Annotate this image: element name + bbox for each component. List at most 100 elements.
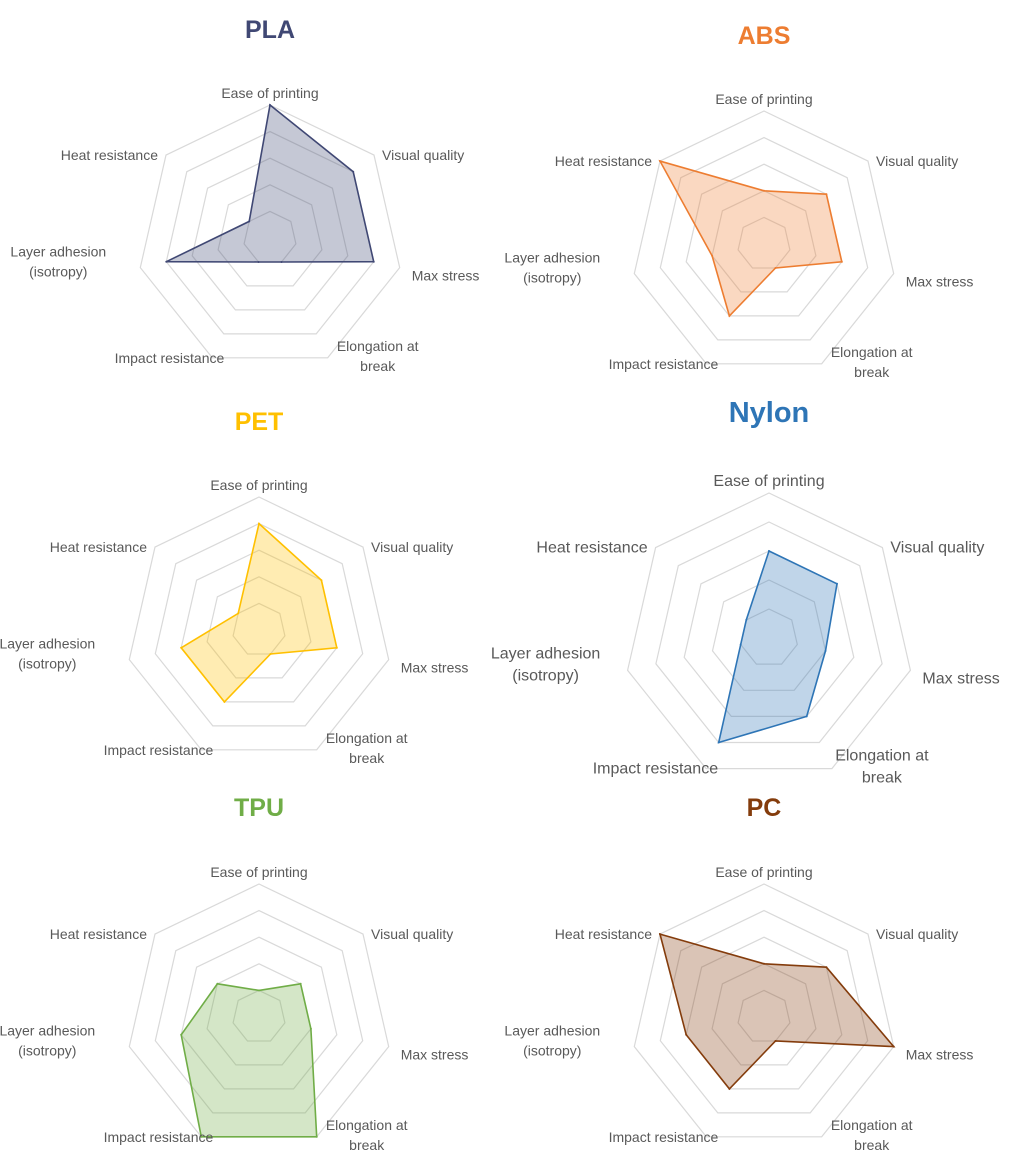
data-point [269,104,271,106]
data-point [728,1087,731,1090]
data-point [728,314,731,317]
data-point [165,260,168,263]
axis-label: Elongation at break [831,344,913,380]
data-point [768,550,770,552]
chart-title: PET [235,408,284,436]
axis-label: Visual quality [876,153,958,169]
axis-label: Max stress [401,660,469,676]
axis-label: Heat resistance [50,539,147,555]
data-point [180,1033,183,1036]
data-point [269,653,272,655]
data-point [280,261,283,263]
data-point [659,160,661,163]
axis-label: Layer adhesion (isotropy) [491,645,600,684]
axis-label: Elongation at break [337,338,419,374]
data-point [257,261,260,263]
radar-chart-tpu: Ease of printing Visual quality Max stress… [0,794,468,1153]
axis-label: Visual quality [371,926,453,942]
grid-ring [711,190,817,293]
axis-label: Ease of printing [221,85,318,101]
grid-ring [683,550,855,718]
series-polygon [165,103,375,263]
axis-label: Heat resistance [61,147,158,163]
chart-title: PC [747,794,782,822]
radar-chart-pla: Ease of printing Visual quality Max stress… [10,16,479,374]
axis-label: Heat resistance [555,153,652,169]
data-point [892,1045,895,1048]
axis-label: Impact resistance [115,350,225,366]
axis-label: Visual quality [382,147,464,163]
grid-ring [206,576,312,679]
grid-ring [737,989,791,1042]
grid-ring [711,963,817,1066]
chart-title: PLA [245,16,295,44]
axis-label: Impact resistance [609,1129,719,1145]
axis-label: Visual quality [876,926,958,942]
axis-label: Layer adhesion (isotropy) [504,250,600,286]
data-point [659,933,661,936]
axis-label: Heat resistance [50,926,147,942]
axis-label: Heat resistance [536,540,647,557]
grid-ring [139,104,401,359]
axis-label: Impact resistance [593,761,718,778]
data-point [335,646,338,649]
axis-label: Max stress [922,670,999,687]
data-point [745,618,748,621]
axis-label: Max stress [412,268,480,284]
data-point [299,982,302,985]
grid-ring [180,936,338,1090]
axis-label: Visual quality [890,540,984,557]
axis-label: Elongation at break [326,730,408,766]
data-point [739,643,742,646]
grid-ring [128,496,390,751]
grid-ring [191,157,349,311]
grid-ring [633,110,895,365]
data-point [216,982,219,985]
data-point [825,193,828,196]
axis-label: Max stress [401,1047,469,1063]
axis-label: Elongation at break [831,1117,913,1153]
data-point [685,1033,688,1036]
data-point [825,966,828,969]
data-point [717,741,720,744]
grid-ring [711,579,827,691]
series-polygon [717,549,838,744]
data-point [320,579,323,582]
chart-title: TPU [234,794,284,822]
data-point [200,1135,203,1138]
axis-label: Elongation at break [835,748,929,787]
axis-label: Layer adhesion (isotropy) [0,636,95,672]
series-polygon [658,932,896,1091]
grid-ring [217,184,323,287]
data-point [180,646,183,649]
axis-label: Impact resistance [104,742,214,758]
grid-ring [232,989,286,1042]
axis-label: Ease of printing [210,477,307,493]
data-point [774,1040,777,1042]
grid-ring [737,216,791,269]
axis-label: Max stress [906,1047,974,1063]
axis-label: Ease of printing [715,91,812,107]
data-point [372,260,375,263]
data-point [248,220,251,223]
data-point [805,715,808,718]
grid-ring [154,522,364,727]
grid-ring [685,936,843,1090]
axis-label: Layer adhesion (isotropy) [0,1023,95,1059]
data-point [315,1135,318,1138]
grid-ring [633,883,895,1138]
axis-label: Max stress [906,274,974,290]
radar-chart-nylon: Ease of printing Visual quality Max stress… [491,397,1000,787]
axis-label: Impact resistance [609,356,719,372]
data-point [824,649,827,652]
axis-label: Heat resistance [555,926,652,942]
chart-title: Nylon [729,397,810,429]
axis-label: Ease of printing [715,864,812,880]
data-point [258,522,260,525]
axis-label: Elongation at break [326,1117,408,1153]
grid-ring [232,602,286,655]
data-point [223,700,226,703]
chart-title: ABS [738,22,791,50]
data-point [352,170,355,173]
data-point [763,962,765,965]
